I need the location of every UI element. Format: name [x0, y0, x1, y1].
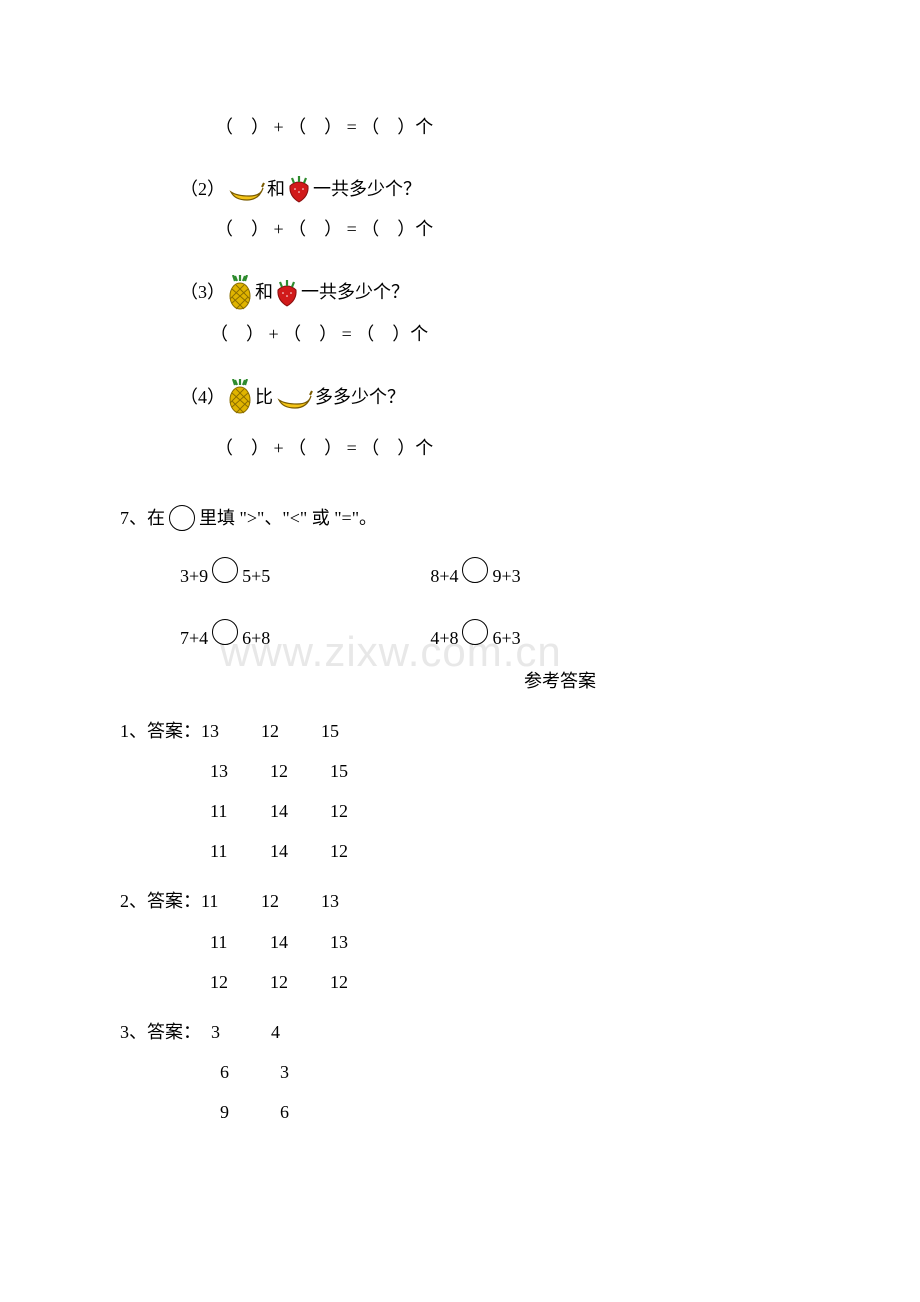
answers-title: 参考答案	[120, 664, 800, 698]
equation-template-4: （ ） + （ ） = （ ）个	[120, 431, 800, 465]
a1-r0-c0: 13	[201, 714, 261, 748]
a1-r0-c2: 15	[321, 714, 381, 748]
banana-icon	[273, 382, 315, 412]
pineapple-icon	[225, 275, 255, 311]
q3-mid: 和	[255, 275, 273, 309]
q2-mid: 和	[267, 172, 285, 206]
answer-3-row-2: 9 6	[120, 1095, 800, 1129]
question-4: （4） 比 多多少个？	[120, 379, 800, 415]
a3-r2-c0: 9	[220, 1095, 280, 1129]
q4-prefix: （4）	[180, 380, 225, 414]
a2-r0-c1: 12	[261, 884, 321, 918]
equation-template-3: （ ） + （ ） = （ ）个	[120, 317, 800, 351]
strawberry-icon	[273, 278, 301, 308]
q7-r1b-right: 9+3	[492, 559, 520, 593]
a2-r1-c2: 13	[330, 925, 390, 959]
a3-r1-c0: 6	[220, 1055, 280, 1089]
equation-text: （ ） + （ ） = （ ）个	[210, 317, 428, 351]
q3-prefix: （3）	[180, 275, 225, 309]
answer-2-row-2: 12 12 12	[120, 965, 800, 999]
q7-row-2: 7+4 6+8 4+8 6+3	[120, 621, 800, 655]
circle-blank-icon	[462, 619, 488, 645]
page-content: （ ） + （ ） = （ ）个 （2） 和 一共多少个？ （ ） + （ ） …	[120, 110, 800, 1130]
answer-2-row-0: 2、答案： 11 12 13	[120, 884, 800, 918]
q7-r2a-right: 6+8	[242, 621, 270, 655]
a1-r0-c1: 12	[261, 714, 321, 748]
question-2: （2） 和 一共多少个？	[120, 172, 800, 206]
q2-prefix: （2）	[180, 172, 225, 206]
a2-r1-c1: 14	[270, 925, 330, 959]
q7-row-1: 3+9 5+5 8+4 9+3	[120, 559, 800, 593]
a2-label: 2、答案：	[120, 884, 201, 918]
circle-blank-icon	[212, 619, 238, 645]
q7-r2b-right: 6+3	[492, 621, 520, 655]
answer-3-row-0: 3、答案： 3 4	[120, 1015, 800, 1049]
equation-template-2: （ ） + （ ） = （ ）个	[120, 212, 800, 246]
a1-r1-c2: 15	[330, 754, 390, 788]
a1-r2-c0: 11	[210, 794, 270, 828]
a1-r3-c0: 11	[210, 834, 270, 868]
equation-text: （ ） + （ ） = （ ）个	[215, 212, 433, 246]
a1-r2-c1: 14	[270, 794, 330, 828]
answer-1-row-1: 13 12 15	[120, 754, 800, 788]
a2-r2-c0: 12	[210, 965, 270, 999]
q2-tail: 一共多少个？	[313, 172, 421, 206]
question-7-title: 7、在 里填 ">"、"<" 或 "="。	[120, 501, 800, 535]
question-3: （3） 和 一共多少个？	[120, 275, 800, 311]
a1-r1-c1: 12	[270, 754, 330, 788]
answer-1-row-0: 1、答案： 13 12 15	[120, 714, 800, 748]
a2-r0-c2: 13	[321, 884, 381, 918]
pineapple-icon	[225, 379, 255, 415]
a2-r2-c2: 12	[330, 965, 390, 999]
strawberry-icon	[285, 174, 313, 204]
q7-title-b: 里填 ">"、"<" 或 "="。	[199, 501, 377, 535]
banana-icon	[225, 174, 267, 204]
answer-1-row-3: 11 14 12	[120, 834, 800, 868]
a2-r2-c1: 12	[270, 965, 330, 999]
a1-r3-c1: 14	[270, 834, 330, 868]
q4-tail: 多多少个？	[315, 380, 405, 414]
q3-tail: 一共多少个？	[301, 275, 409, 309]
circle-blank-icon	[212, 557, 238, 583]
equation-template-1: （ ） + （ ） = （ ）个	[120, 110, 800, 144]
a2-r0-c0: 11	[201, 884, 261, 918]
circle-blank-icon	[462, 557, 488, 583]
answer-1-row-2: 11 14 12	[120, 794, 800, 828]
answer-3-row-1: 6 3	[120, 1055, 800, 1089]
a1-r1-c0: 13	[210, 754, 270, 788]
a1-r2-c2: 12	[330, 794, 390, 828]
equation-text: （ ） + （ ） = （ ）个	[215, 431, 433, 465]
equation-text: （ ） + （ ） = （ ）个	[215, 110, 433, 144]
a3-r1-c1: 3	[280, 1055, 340, 1089]
a1-label: 1、答案：	[120, 714, 201, 748]
q7-r2b-left: 4+8	[430, 621, 458, 655]
q7-r1a-left: 3+9	[180, 559, 208, 593]
q7-r1a-right: 5+5	[242, 559, 270, 593]
a3-label: 3、答案：	[120, 1015, 201, 1049]
q7-r1b-left: 8+4	[430, 559, 458, 593]
a3-r2-c1: 6	[280, 1095, 340, 1129]
answers-title-text: 参考答案	[524, 664, 596, 698]
q4-mid: 比	[255, 380, 273, 414]
circle-blank-icon	[169, 505, 195, 531]
a1-r3-c2: 12	[330, 834, 390, 868]
q7-title-a: 7、在	[120, 501, 165, 535]
a3-r0-c0: 3	[211, 1015, 271, 1049]
answer-2-row-1: 11 14 13	[120, 925, 800, 959]
q7-r2a-left: 7+4	[180, 621, 208, 655]
a2-r1-c0: 11	[210, 925, 270, 959]
a3-r0-c1: 4	[271, 1015, 331, 1049]
